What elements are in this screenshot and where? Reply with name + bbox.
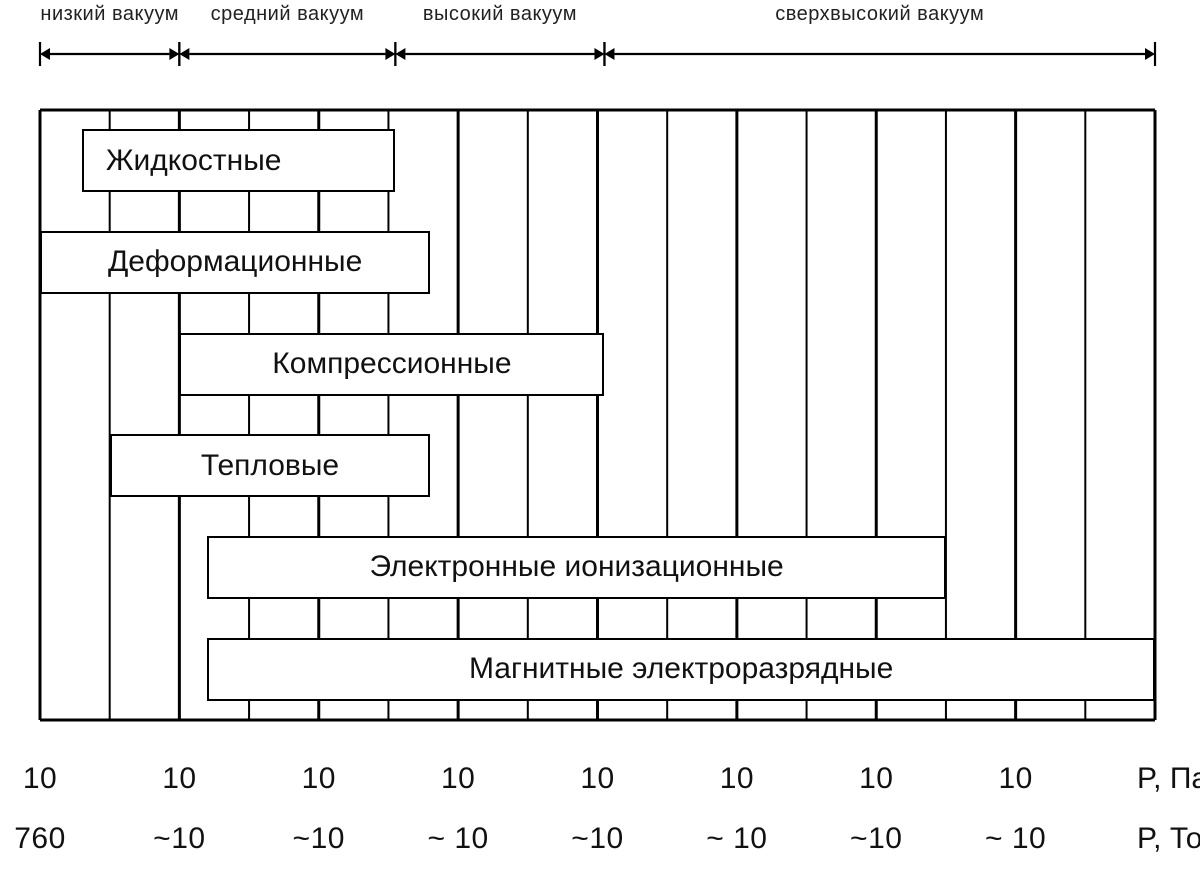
x_axis_torr-tick: ~ 10 [428, 822, 489, 856]
x_axis_pa-tick: 10 [998, 762, 1032, 796]
x_axis_torr-tick: ~10 [571, 822, 623, 856]
x_axis_pa-tick: 10 [302, 762, 336, 796]
x_axis_torr-tick: ~ 10 [706, 822, 767, 856]
gauge-range-bar: Магнитные электроразрядные [207, 638, 1155, 701]
vacuum-region-label: средний вакуум [211, 3, 364, 26]
x_axis_torr-tick: ~ 10 [985, 822, 1046, 856]
gauge-range-label: Электронные ионизационные [369, 550, 783, 584]
gauge-range-bar: Тепловые [110, 434, 431, 497]
x_axis_pa-unit: P, Па [1137, 762, 1200, 796]
x_axis_torr-tick: ~10 [153, 822, 205, 856]
x_axis_torr-tick: ~10 [850, 822, 902, 856]
gauge-range-label: Жидкостные [106, 144, 282, 178]
gauge-range-bar: Деформационные [40, 231, 430, 294]
x_axis_pa-tick: 10 [441, 762, 475, 796]
diagram-root: Жидкостные Деформационные Компрессионные Те… [0, 0, 1200, 871]
x_axis_pa-tick: 10 [720, 762, 754, 796]
gauge-range-bar: Компрессионные [179, 333, 604, 396]
x_axis_pa-tick: 10 [162, 762, 196, 796]
vacuum-region-label: сверхвысокий вакуум [775, 3, 984, 26]
x_axis_torr-unit: P, Тор [1137, 822, 1200, 856]
gauge-range-bar: Жидкостные [82, 129, 396, 192]
gauge-range-label: Тепловые [201, 449, 339, 483]
gauge-range-label: Компрессионные [272, 347, 511, 381]
x_axis_torr-tick: ~10 [293, 822, 345, 856]
vacuum-region-label: низкий вакуум [40, 3, 179, 26]
x_axis_pa-tick: 10 [23, 762, 57, 796]
gauge-range-label: Деформационные [108, 245, 362, 279]
gauge-range-label: Магнитные электроразрядные [469, 652, 893, 686]
vacuum-region-label: высокий вакуум [423, 3, 577, 26]
x_axis_torr-tick: 760 [14, 822, 66, 856]
x_axis_pa-tick: 10 [580, 762, 614, 796]
x_axis_pa-tick: 10 [859, 762, 893, 796]
gauge-range-bar: Электронные ионизационные [207, 536, 946, 599]
